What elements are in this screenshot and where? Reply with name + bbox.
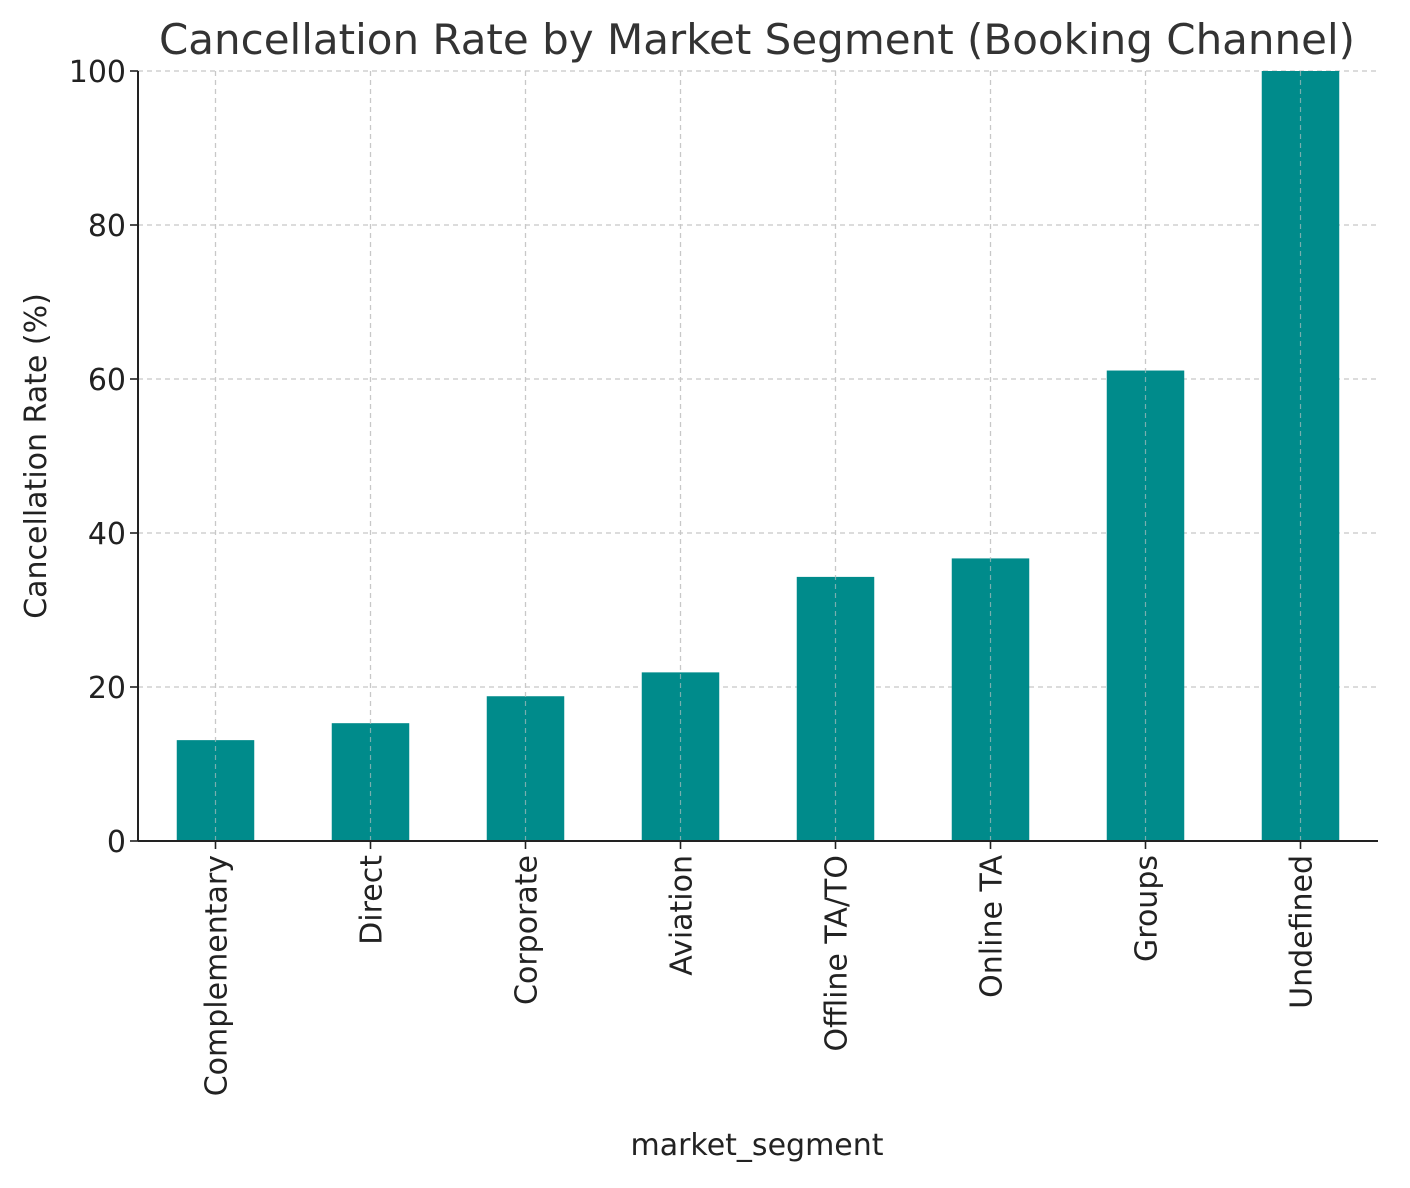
- axes: [130, 70, 1378, 849]
- y-axis-label: Cancellation Rate (%): [19, 293, 54, 619]
- y-tick-label: 40: [88, 517, 126, 552]
- x-tick-label: Direct: [355, 855, 390, 945]
- x-tick-label: Undefined: [1285, 855, 1320, 1009]
- x-axis-label: market_segment: [630, 1128, 883, 1163]
- bars: [176, 71, 1340, 841]
- x-tick-label: Complementary: [200, 855, 235, 1096]
- y-tick-label: 80: [88, 209, 126, 244]
- x-tick-label: Offline TA/TO: [820, 855, 855, 1052]
- bar-online-ta: [951, 558, 1030, 841]
- chart-title: Cancellation Rate by Market Segment (Boo…: [159, 15, 1355, 64]
- grid-lines: [138, 70, 1378, 842]
- tick-labels: 0 20 40 60 80 100 Complementary Direct Corporate…: [69, 55, 1320, 1096]
- y-tick-label: 0: [107, 825, 126, 860]
- y-tick-label: 60: [88, 363, 126, 398]
- y-tick-label: 100: [69, 55, 126, 90]
- x-tick-label: Online TA: [975, 855, 1010, 998]
- x-tick-label: Groups: [1130, 855, 1165, 962]
- x-tick-label: Aviation: [665, 855, 700, 976]
- y-tick-label: 20: [88, 671, 126, 706]
- bar-undefined: [1261, 71, 1340, 841]
- x-tick-label: Corporate: [510, 855, 545, 1005]
